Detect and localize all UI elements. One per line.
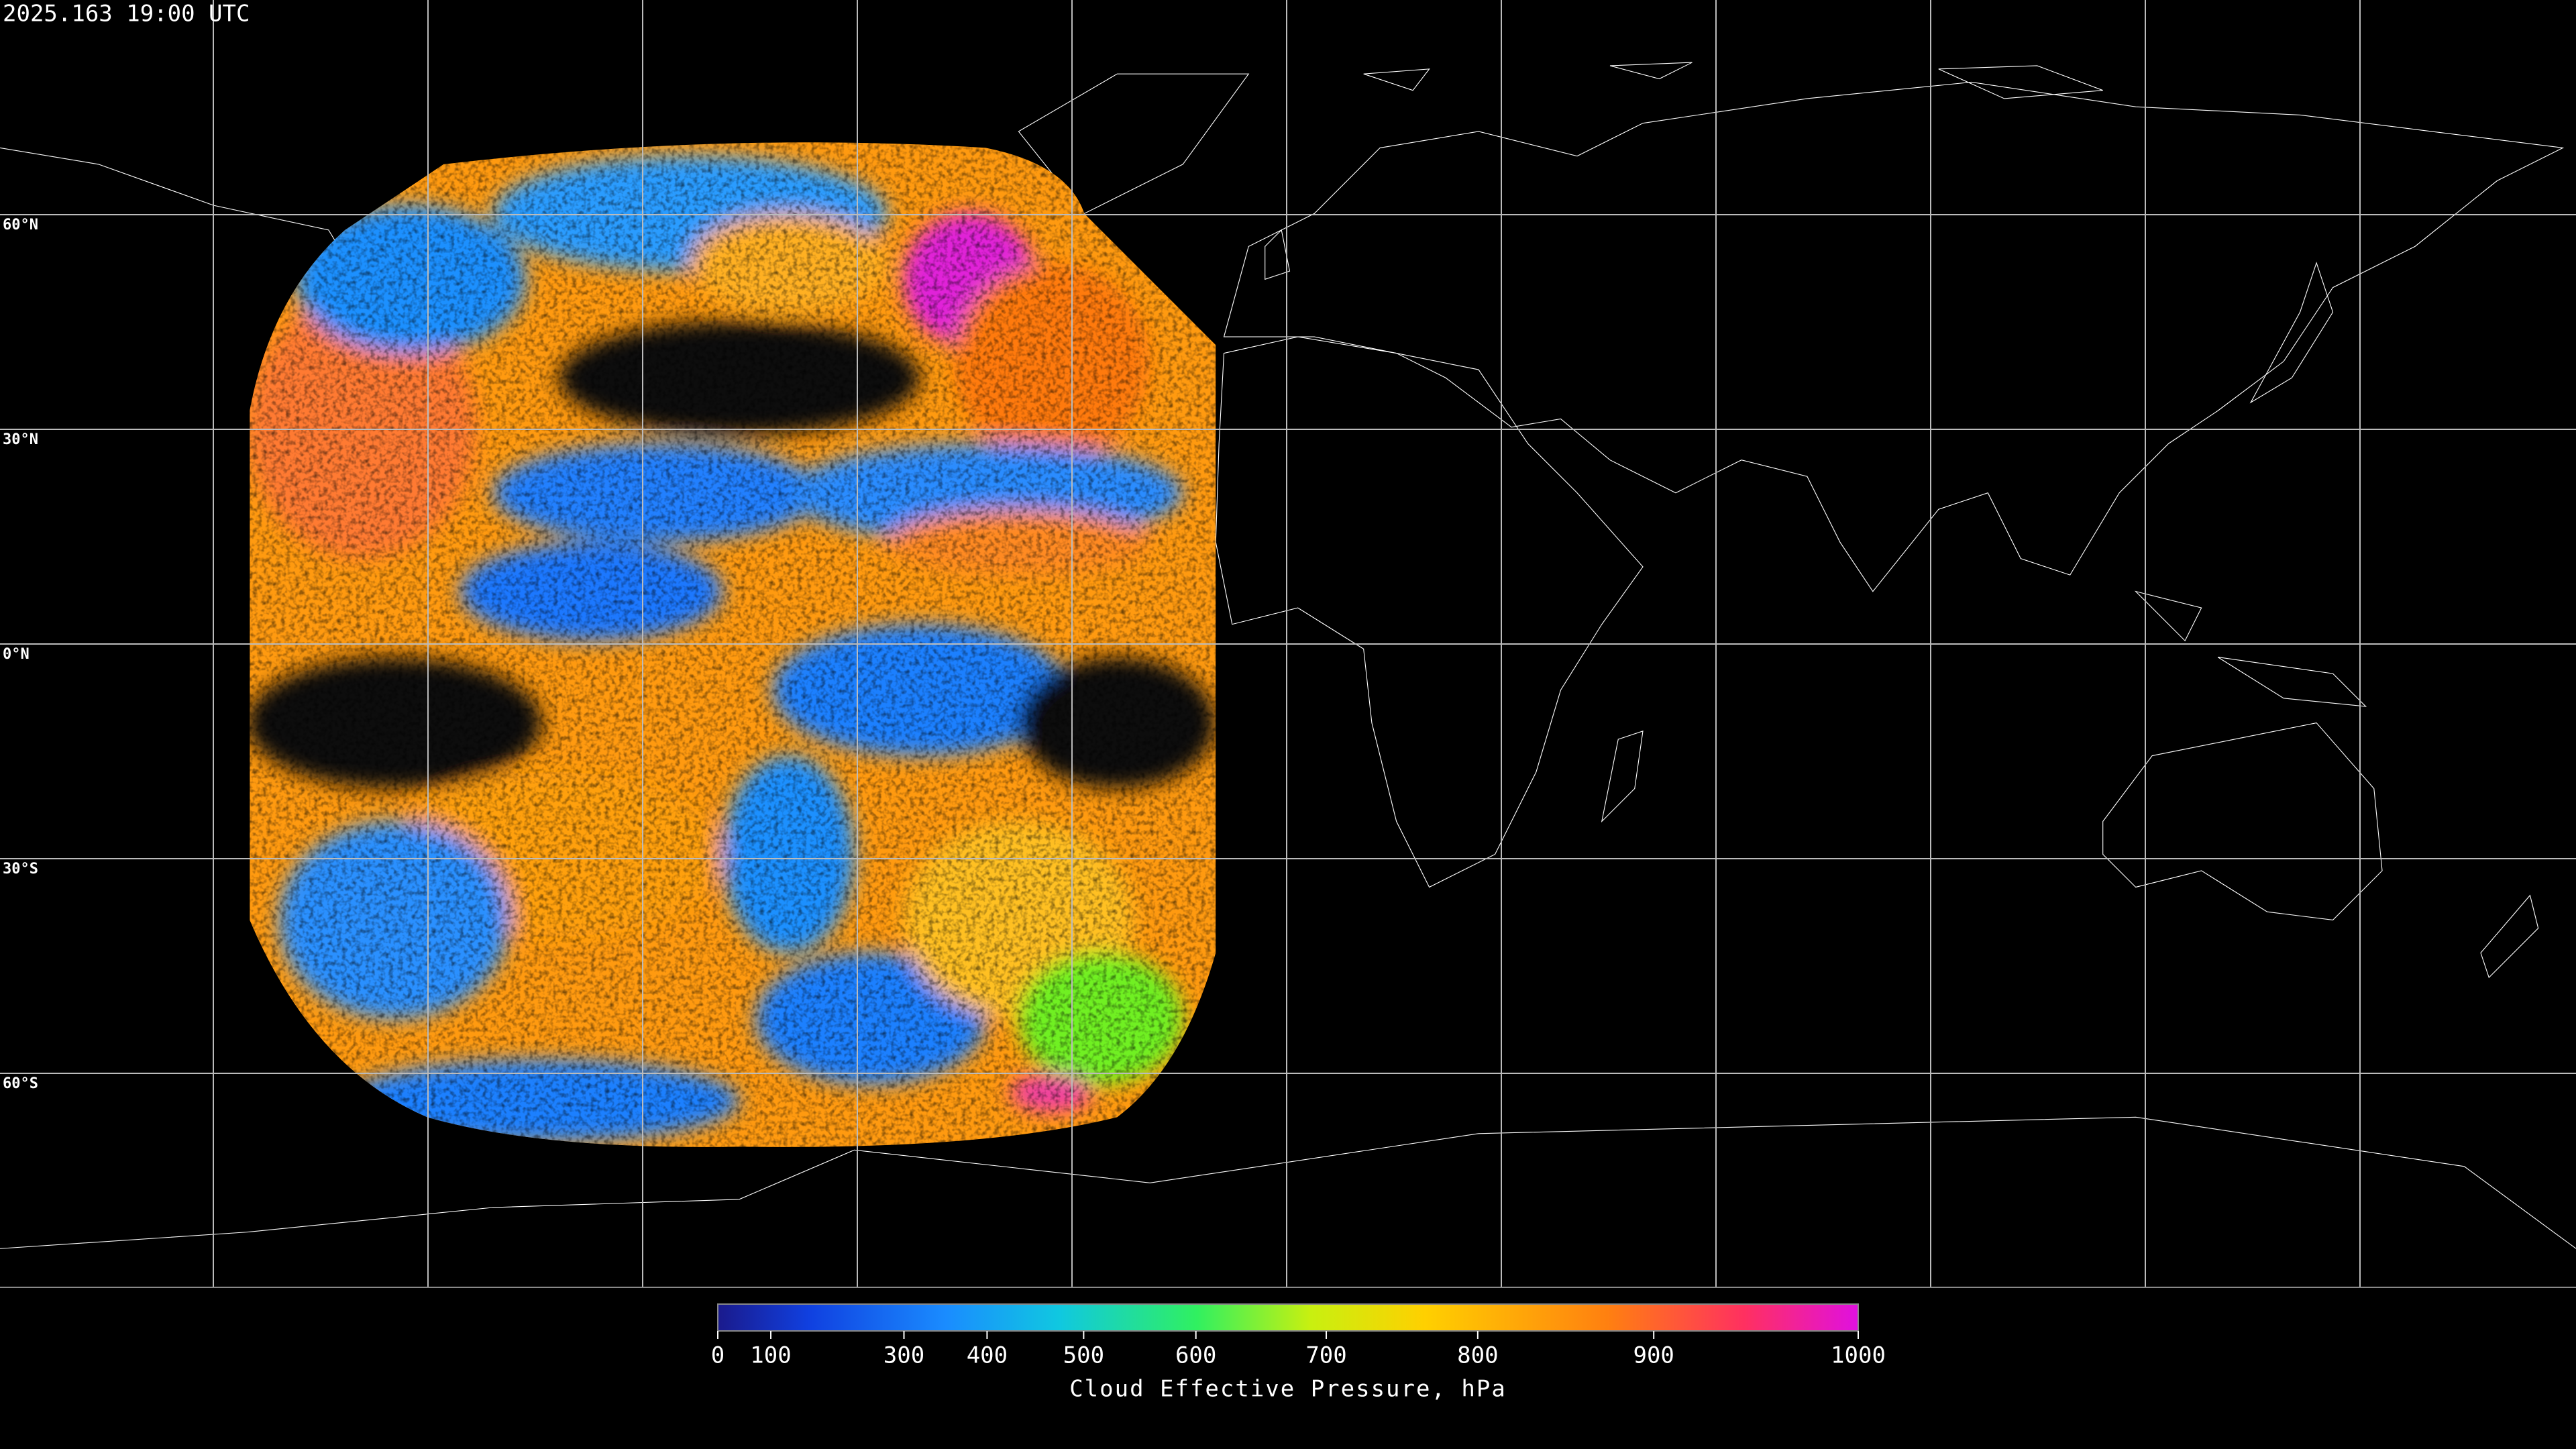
latitude-label: 60°S bbox=[3, 1075, 38, 1092]
colorbar-tick-label: 700 bbox=[1305, 1342, 1346, 1369]
latitude-label: 60°N bbox=[3, 217, 38, 233]
colorbar-tick-label: 100 bbox=[750, 1342, 791, 1369]
coastlines bbox=[0, 62, 2576, 1248]
colorbar-tick-label: 400 bbox=[967, 1342, 1008, 1369]
colorbar-tick-label: 800 bbox=[1457, 1342, 1498, 1369]
colorbar-tick-label: 1000 bbox=[1831, 1342, 1886, 1369]
latitude-label: 30°N bbox=[3, 431, 38, 448]
colorbar-tick-label: 600 bbox=[1175, 1342, 1216, 1369]
map bbox=[0, 62, 2576, 1248]
colorbar-ramp bbox=[717, 1303, 1859, 1332]
graticule bbox=[0, 0, 2576, 1287]
colorbar-tick-label: 0 bbox=[711, 1342, 724, 1369]
timestamp: 2025.163 19:00 UTC bbox=[3, 1, 250, 28]
latitude-labels: 60°N 30°N 0°N 30°S 60°S bbox=[3, 217, 38, 1092]
colorbar-label: Cloud Effective Pressure, hPa bbox=[1069, 1376, 1507, 1403]
colorbar-tick-label: 500 bbox=[1063, 1342, 1104, 1369]
latitude-label: 0°N bbox=[3, 646, 30, 663]
colorbar: Cloud Effective Pressure, hPa 0 100 300 400… bbox=[711, 1303, 1886, 1403]
latitude-label: 30°S bbox=[3, 861, 38, 877]
colorbar-tick-label: 300 bbox=[883, 1342, 924, 1369]
colorbar-tick-label: 900 bbox=[1633, 1342, 1674, 1369]
satellite-image bbox=[250, 142, 1216, 1147]
